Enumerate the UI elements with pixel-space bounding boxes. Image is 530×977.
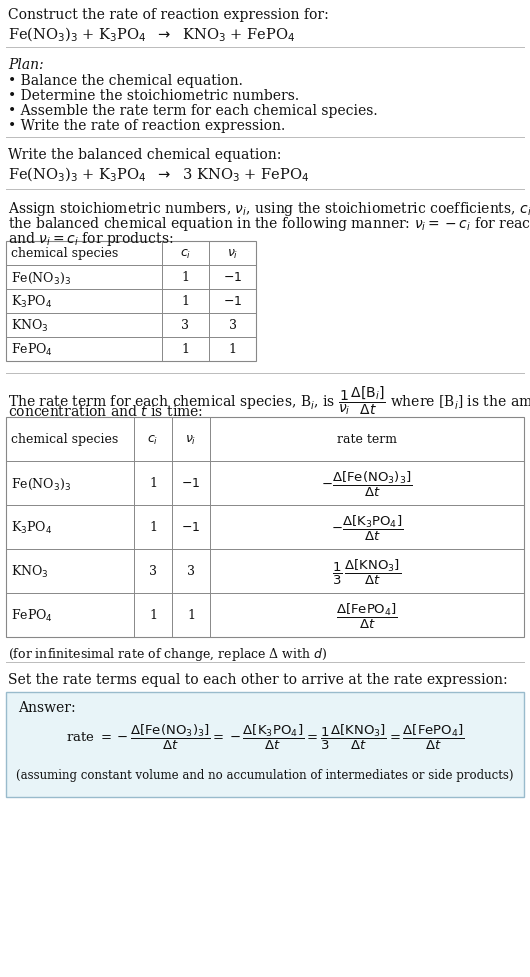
Text: (for infinitesimal rate of change, replace Δ with $d$): (for infinitesimal rate of change, repla… bbox=[8, 646, 328, 662]
Text: and $\nu_i = c_i$ for products:: and $\nu_i = c_i$ for products: bbox=[8, 230, 173, 248]
Text: Fe(NO$_3$)$_3$: Fe(NO$_3$)$_3$ bbox=[11, 270, 71, 285]
Text: 1: 1 bbox=[149, 477, 157, 490]
Text: $-1$: $-1$ bbox=[223, 272, 242, 284]
Text: • Determine the stoichiometric numbers.: • Determine the stoichiometric numbers. bbox=[8, 89, 299, 103]
Text: Fe(NO$_3$)$_3$ + K$_3$PO$_4$  $\rightarrow$  3 KNO$_3$ + FePO$_4$: Fe(NO$_3$)$_3$ + K$_3$PO$_4$ $\rightarro… bbox=[8, 166, 310, 185]
Text: $-1$: $-1$ bbox=[223, 295, 242, 308]
Text: $\nu_i$: $\nu_i$ bbox=[186, 433, 197, 446]
Text: • Write the rate of reaction expression.: • Write the rate of reaction expression. bbox=[8, 119, 285, 133]
Bar bbox=[6, 241, 256, 361]
Text: $-\dfrac{\Delta[\mathrm{K_3PO_4}]}{\Delta t}$: $-\dfrac{\Delta[\mathrm{K_3PO_4}]}{\Delt… bbox=[331, 513, 403, 542]
Text: 1: 1 bbox=[181, 272, 190, 284]
Text: KNO$_3$: KNO$_3$ bbox=[11, 564, 49, 579]
Text: $-1$: $-1$ bbox=[181, 521, 201, 534]
Text: $\nu_i$: $\nu_i$ bbox=[227, 247, 238, 260]
Text: 3: 3 bbox=[228, 319, 236, 332]
Text: 1: 1 bbox=[181, 295, 190, 308]
Text: KNO$_3$: KNO$_3$ bbox=[11, 318, 49, 334]
Text: 3: 3 bbox=[181, 319, 190, 332]
Text: $c_i$: $c_i$ bbox=[180, 247, 191, 260]
Text: • Balance the chemical equation.: • Balance the chemical equation. bbox=[8, 74, 243, 88]
Text: FePO$_4$: FePO$_4$ bbox=[11, 608, 53, 623]
Text: Assign stoichiometric numbers, $\nu_i$, using the stoichiometric coefficients, $: Assign stoichiometric numbers, $\nu_i$, … bbox=[8, 199, 530, 218]
Text: $\dfrac{1}{3}\,\dfrac{\Delta[\mathrm{KNO_3}]}{\Delta t}$: $\dfrac{1}{3}\,\dfrac{\Delta[\mathrm{KNO… bbox=[332, 557, 402, 586]
Text: concentration and $t$ is time:: concentration and $t$ is time: bbox=[8, 404, 203, 418]
Text: K$_3$PO$_4$: K$_3$PO$_4$ bbox=[11, 520, 52, 535]
Text: $c_i$: $c_i$ bbox=[147, 433, 158, 446]
Text: 1: 1 bbox=[187, 609, 195, 622]
Text: 1: 1 bbox=[149, 609, 157, 622]
Text: rate $= -\dfrac{\Delta[\mathrm{Fe(NO_3)_3}]}{\Delta t} = -\dfrac{\Delta[\mathrm{: rate $= -\dfrac{\Delta[\mathrm{Fe(NO_3)_… bbox=[66, 722, 464, 751]
Text: Construct the rate of reaction expression for:: Construct the rate of reaction expressio… bbox=[8, 8, 329, 21]
Text: Fe(NO$_3$)$_3$: Fe(NO$_3$)$_3$ bbox=[11, 476, 71, 491]
Text: (assuming constant volume and no accumulation of intermediates or side products): (assuming constant volume and no accumul… bbox=[16, 768, 514, 782]
Bar bbox=[6, 693, 524, 797]
Text: $-1$: $-1$ bbox=[181, 477, 201, 490]
Text: 3: 3 bbox=[187, 565, 195, 578]
Text: The rate term for each chemical species, B$_i$, is $\dfrac{1}{\nu_i}\dfrac{\Delt: The rate term for each chemical species,… bbox=[8, 384, 530, 416]
Text: K$_3$PO$_4$: K$_3$PO$_4$ bbox=[11, 294, 52, 310]
Text: rate term: rate term bbox=[337, 433, 397, 446]
Text: $-\dfrac{\Delta[\mathrm{Fe(NO_3)_3}]}{\Delta t}$: $-\dfrac{\Delta[\mathrm{Fe(NO_3)_3}]}{\D… bbox=[321, 469, 413, 498]
Text: Fe(NO$_3$)$_3$ + K$_3$PO$_4$  $\rightarrow$  KNO$_3$ + FePO$_4$: Fe(NO$_3$)$_3$ + K$_3$PO$_4$ $\rightarro… bbox=[8, 26, 295, 44]
Text: 1: 1 bbox=[228, 343, 236, 357]
Bar bbox=[6, 417, 524, 637]
Text: Write the balanced chemical equation:: Write the balanced chemical equation: bbox=[8, 148, 281, 162]
Text: 1: 1 bbox=[181, 343, 190, 357]
Text: $\dfrac{\Delta[\mathrm{FePO_4}]}{\Delta t}$: $\dfrac{\Delta[\mathrm{FePO_4}]}{\Delta … bbox=[336, 601, 398, 630]
Text: Answer:: Answer: bbox=[18, 701, 76, 714]
Text: Plan:: Plan: bbox=[8, 58, 43, 72]
Text: chemical species: chemical species bbox=[11, 433, 118, 446]
Text: chemical species: chemical species bbox=[11, 247, 118, 260]
Text: • Assemble the rate term for each chemical species.: • Assemble the rate term for each chemic… bbox=[8, 104, 377, 118]
Text: Set the rate terms equal to each other to arrive at the rate expression:: Set the rate terms equal to each other t… bbox=[8, 672, 508, 686]
Text: the balanced chemical equation in the following manner: $\nu_i = -c_i$ for react: the balanced chemical equation in the fo… bbox=[8, 215, 530, 233]
Text: 3: 3 bbox=[149, 565, 157, 578]
Text: FePO$_4$: FePO$_4$ bbox=[11, 342, 53, 358]
Text: 1: 1 bbox=[149, 521, 157, 534]
